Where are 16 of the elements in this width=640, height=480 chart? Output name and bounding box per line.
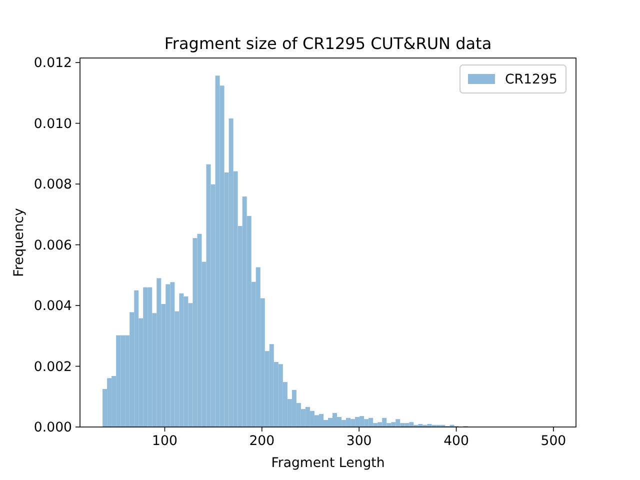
x-tick-label: 300 [346, 434, 372, 449]
y-tick-label: 0.012 [34, 56, 72, 72]
legend-label: CR1295 [505, 72, 558, 88]
y-tick-label: 0.002 [34, 360, 72, 375]
x-tick-label: 400 [444, 434, 469, 449]
chart-title: Fragment size of CR1295 CUT&RUN data [164, 34, 492, 53]
y-tick-label: 0.008 [34, 178, 72, 193]
x-axis-title: Fragment Length [271, 456, 385, 471]
y-axis-title: Frequency [12, 208, 27, 277]
y-tick-label: 0.004 [34, 299, 72, 314]
x-tick-label: 200 [249, 434, 275, 449]
x-tick-label: 100 [152, 434, 178, 449]
y-tick-label: 0.010 [34, 116, 72, 132]
y-tick-label: 0.000 [34, 420, 72, 436]
y-tick-label: 0.006 [34, 238, 72, 254]
x-tick-label: 500 [540, 434, 566, 449]
